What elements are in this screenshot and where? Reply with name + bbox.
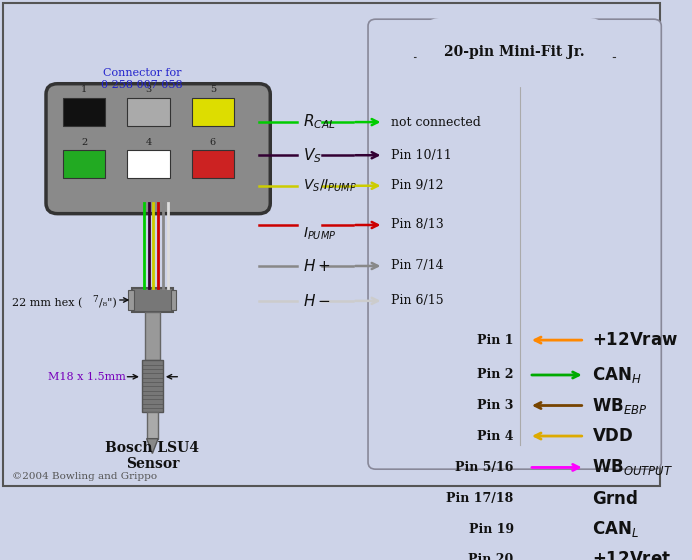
Text: $\mathbf{CAN}_{L}$: $\mathbf{CAN}_{L}$: [592, 519, 639, 539]
Text: Pin 20: Pin 20: [468, 553, 513, 560]
Text: $V_S/I_{PUMP}$: $V_S/I_{PUMP}$: [303, 178, 357, 194]
Text: Pin 19: Pin 19: [468, 523, 513, 536]
Text: 3: 3: [145, 85, 152, 94]
Text: $\mathbf{VDD}$: $\mathbf{VDD}$: [592, 427, 634, 445]
Bar: [129, 290, 134, 310]
Text: $\mathbf{WB}_{EBP}$: $\mathbf{WB}_{EBP}$: [592, 395, 648, 416]
Text: $\mathbf{WB}_{OUTPUT}$: $\mathbf{WB}_{OUTPUT}$: [592, 458, 674, 478]
Text: not connected: not connected: [391, 115, 481, 129]
Text: $V_S$: $V_S$: [303, 146, 322, 165]
Text: Bosch LSU4
Sensor: Bosch LSU4 Sensor: [105, 441, 199, 471]
Text: $H+$: $H+$: [303, 258, 330, 274]
Text: 6: 6: [210, 138, 216, 147]
Text: $H-$: $H-$: [303, 293, 331, 309]
Text: 20-pin Mini-Fit Jr.: 20-pin Mini-Fit Jr.: [444, 45, 585, 59]
Bar: [145, 312, 160, 360]
Text: Pin 2: Pin 2: [477, 368, 513, 381]
Text: /₈"): /₈"): [99, 298, 116, 309]
Text: Pin 1: Pin 1: [477, 334, 513, 347]
Bar: [63, 97, 105, 125]
Bar: [171, 290, 176, 310]
Text: $I_{PUMP}$: $I_{PUMP}$: [303, 226, 336, 242]
Text: Pin 5/16: Pin 5/16: [455, 461, 513, 474]
Text: 2: 2: [81, 138, 87, 147]
Text: Connector for
0 258 007 058: Connector for 0 258 007 058: [101, 68, 183, 90]
Bar: [132, 288, 172, 312]
Text: 7: 7: [92, 295, 98, 304]
Text: 22 mm hex (: 22 mm hex (: [12, 298, 83, 309]
Text: Pin 9/12: Pin 9/12: [391, 179, 444, 192]
Text: Pin 8/13: Pin 8/13: [391, 218, 444, 231]
Text: $R_{CAL}$: $R_{CAL}$: [303, 113, 336, 132]
Text: Pin 4: Pin 4: [477, 430, 513, 442]
Text: 5: 5: [210, 85, 216, 94]
Bar: [192, 150, 234, 178]
Text: Pin 17/18: Pin 17/18: [446, 492, 513, 505]
Text: Pin 10/11: Pin 10/11: [391, 149, 452, 162]
Bar: [127, 97, 170, 125]
Text: 4: 4: [145, 138, 152, 147]
Text: Pin 6/15: Pin 6/15: [391, 295, 444, 307]
Bar: [147, 413, 158, 438]
Bar: [192, 97, 234, 125]
Bar: [127, 150, 170, 178]
Text: $\mathbf{CAN}_{H}$: $\mathbf{CAN}_{H}$: [592, 365, 642, 385]
FancyBboxPatch shape: [368, 19, 662, 469]
Text: 1: 1: [81, 85, 87, 94]
Bar: [142, 360, 163, 413]
Text: Pin 7/14: Pin 7/14: [391, 259, 444, 273]
FancyBboxPatch shape: [46, 83, 271, 214]
Text: Pin 3: Pin 3: [477, 399, 513, 412]
Polygon shape: [147, 438, 158, 454]
Text: $\mathbf{+12Vret}$: $\mathbf{+12Vret}$: [592, 552, 671, 560]
Text: $\mathbf{+12Vraw}$: $\mathbf{+12Vraw}$: [592, 332, 678, 349]
Bar: [63, 150, 105, 178]
Text: M18 x 1.5mm: M18 x 1.5mm: [48, 372, 126, 382]
Text: ©2004 Bowling and Grippo: ©2004 Bowling and Grippo: [12, 473, 156, 482]
Text: $\mathbf{Grnd}$: $\mathbf{Grnd}$: [592, 490, 639, 508]
